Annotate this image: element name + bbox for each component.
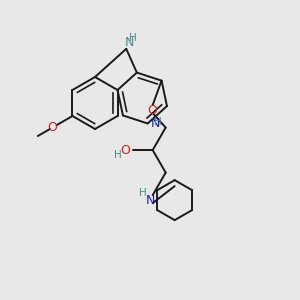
Text: H: H [139, 188, 146, 198]
Text: H: H [114, 150, 122, 160]
Text: N: N [151, 117, 160, 130]
Text: N: N [125, 36, 134, 49]
Text: O: O [48, 121, 58, 134]
Text: O: O [121, 144, 130, 157]
Text: H: H [154, 117, 161, 127]
Text: O: O [148, 103, 158, 117]
Text: H: H [129, 33, 137, 43]
Text: N: N [146, 194, 155, 207]
